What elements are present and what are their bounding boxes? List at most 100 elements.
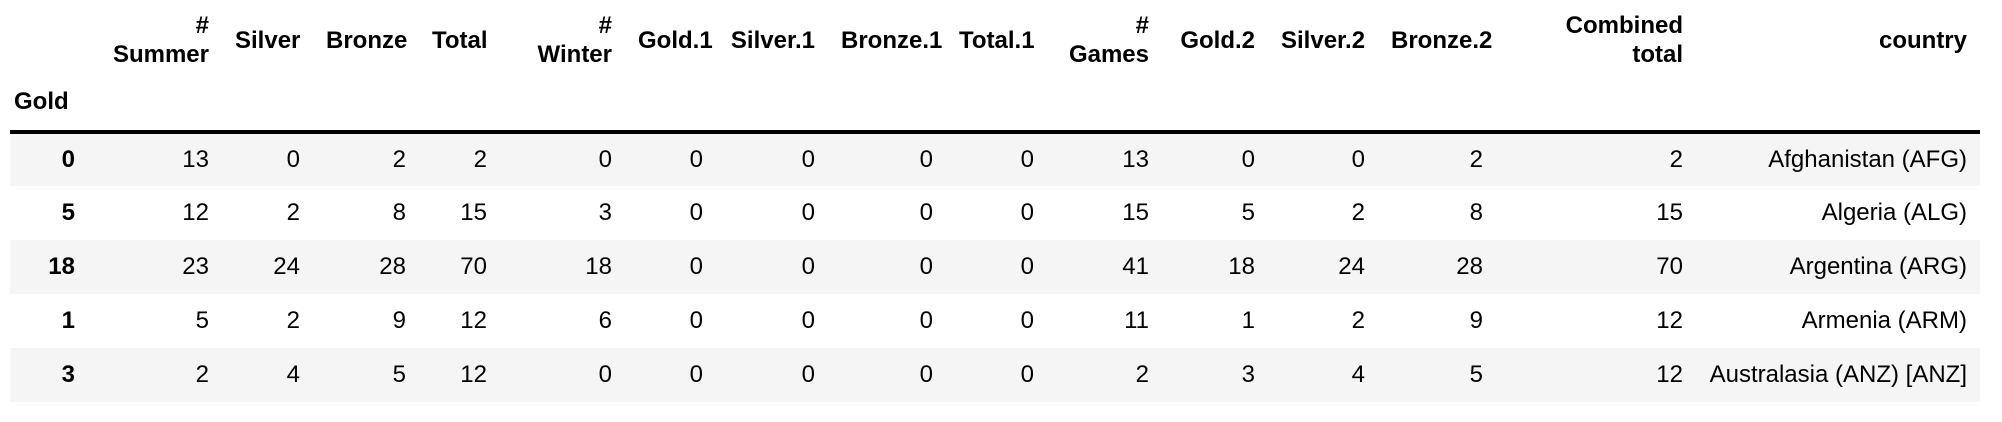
data-cell: 12 [460,361,487,388]
data-cell: 6 [598,307,612,334]
data-cell: 2 [286,199,300,226]
data-cell-country: Algeria (ALG) [1821,199,1967,226]
data-cell: 5 [1241,199,1255,226]
medals-dataframe-table: # Summer Silver Bronze Total # Winter Go… [10,0,1980,402]
data-cell-country: Armenia (ARM) [1801,307,1967,334]
data-cell: 0 [801,146,815,173]
data-cell: 4 [1351,361,1365,388]
data-cell: 12 [182,199,209,226]
col-header-bronze-1: Bronze.1 [841,26,943,54]
row-index-cell: 5 [61,199,75,226]
col-header-gold-1: Gold.1 [638,26,713,54]
data-cell-country: Australasia (ANZ) [ANZ] [1709,361,1967,388]
table-row: 1 5 2 9 12 6 0 0 0 0 11 1 2 9 12 Armenia… [10,294,1980,348]
data-cell: 18 [585,253,612,280]
data-cell: 24 [1338,253,1365,280]
data-cell: 15 [1122,199,1149,226]
data-cell: 0 [919,361,933,388]
col-header-silver-2: Silver.2 [1281,26,1366,54]
data-cell: 0 [1020,307,1034,334]
col-header-bronze: Bronze [326,26,408,54]
data-cell: 0 [801,199,815,226]
data-cell: 70 [460,253,487,280]
col-header-country: country [1878,26,1967,54]
data-cell: 8 [1469,199,1483,226]
data-cell: 0 [286,146,300,173]
data-cell: 13 [1122,146,1149,173]
col-header-combined-total: Combined total [1565,12,1683,68]
data-cell: 0 [801,361,815,388]
table-row: 0 13 0 2 2 0 0 0 0 0 13 0 0 2 2 Afghanis… [10,132,1980,186]
index-name-filler [88,70,1980,134]
column-header-row: # Summer Silver Bronze Total # Winter Go… [10,0,1980,70]
data-cell: 0 [1241,146,1255,173]
index-corner-cell [10,0,88,70]
data-cell: 5 [392,361,406,388]
data-cell: 13 [182,146,209,173]
data-cell: 15 [1656,199,1683,226]
table-row: 5 12 2 8 15 3 0 0 0 0 15 5 2 8 15 Algeri… [10,186,1980,240]
data-cell: 0 [689,253,703,280]
data-cell: 2 [1351,307,1365,334]
data-cell: 2 [195,361,209,388]
data-cell: 0 [598,146,612,173]
data-cell: 4 [286,361,300,388]
col-header-silver: Silver [235,26,301,54]
col-header-gold-2: Gold.2 [1180,26,1255,54]
data-cell: 0 [919,253,933,280]
data-cell: 9 [1469,307,1483,334]
col-header-winter: # Winter [537,12,612,68]
col-header-total-1: Total.1 [959,26,1035,54]
table-row: 18 23 24 28 70 18 0 0 0 0 41 18 24 28 70… [10,240,1980,294]
data-cell: 0 [1020,146,1034,173]
table-body: 0 13 0 2 2 0 0 0 0 0 13 0 0 2 2 Afghanis… [10,132,1980,402]
data-cell: 0 [919,307,933,334]
data-cell: 0 [689,361,703,388]
data-cell: 0 [689,307,703,334]
data-cell: 5 [195,307,209,334]
data-cell: 2 [1669,146,1683,173]
row-index-cell: 3 [61,361,75,388]
data-cell: 0 [689,146,703,173]
data-cell: 12 [1656,307,1683,334]
data-cell: 0 [1020,361,1034,388]
index-name-cell: Gold [10,70,88,134]
col-header-total: Total [432,26,488,54]
data-cell: 23 [182,253,209,280]
data-cell: 15 [460,199,487,226]
data-cell: 0 [919,146,933,173]
data-cell: 9 [392,307,406,334]
index-name-row: Gold [10,70,1980,134]
table-row: 3 2 4 5 12 0 0 0 0 0 2 3 4 5 12 Australa… [10,348,1980,402]
data-cell: 28 [379,253,406,280]
data-cell: 18 [1228,253,1255,280]
data-cell: 0 [1020,199,1034,226]
row-index-cell: 1 [61,307,75,334]
data-cell: 8 [392,199,406,226]
col-header-games: # Games [1068,12,1149,68]
data-cell: 12 [1656,361,1683,388]
data-cell: 2 [1351,199,1365,226]
data-cell: 0 [689,199,703,226]
row-index-cell: 0 [61,146,75,173]
data-cell-country: Argentina (ARG) [1789,253,1967,280]
data-cell-country: Afghanistan (AFG) [1768,146,1967,173]
data-cell: 0 [801,253,815,280]
data-cell: 28 [1456,253,1483,280]
row-index-cell: 18 [48,253,75,280]
data-cell: 3 [1241,361,1255,388]
data-cell: 0 [919,199,933,226]
data-cell: 0 [598,361,612,388]
data-cell: 0 [801,307,815,334]
data-cell: 2 [286,307,300,334]
data-cell: 3 [598,199,612,226]
col-header-summer: # Summer [112,12,209,68]
data-cell: 11 [1124,307,1149,334]
table-header: # Summer Silver Bronze Total # Winter Go… [10,0,1980,134]
data-cell: 2 [392,146,406,173]
col-header-silver-1: Silver.1 [730,26,815,54]
data-cell: 24 [273,253,300,280]
data-cell: 41 [1122,253,1149,280]
data-cell: 2 [1469,146,1483,173]
data-cell: 2 [1135,361,1149,388]
